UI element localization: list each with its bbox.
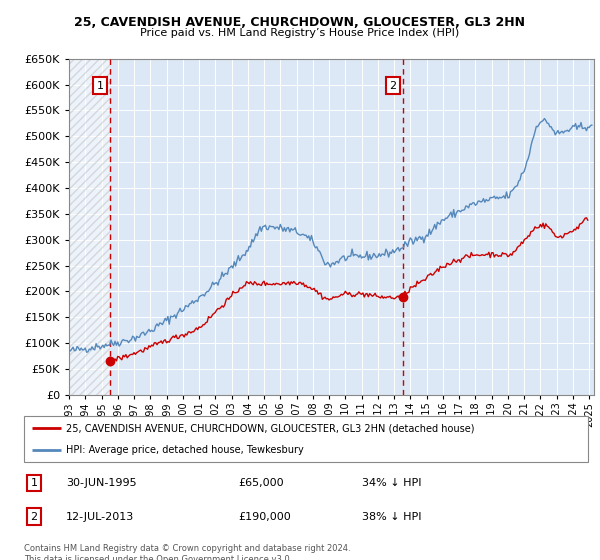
Text: Contains HM Land Registry data © Crown copyright and database right 2024.
This d: Contains HM Land Registry data © Crown c… xyxy=(24,544,350,560)
Text: 38% ↓ HPI: 38% ↓ HPI xyxy=(362,512,422,521)
FancyBboxPatch shape xyxy=(24,416,588,462)
Text: HPI: Average price, detached house, Tewkesbury: HPI: Average price, detached house, Tewk… xyxy=(66,445,304,455)
Text: £190,000: £190,000 xyxy=(238,512,291,521)
Text: 2: 2 xyxy=(31,512,38,521)
Text: 30-JUN-1995: 30-JUN-1995 xyxy=(66,478,137,488)
Text: 25, CAVENDISH AVENUE, CHURCHDOWN, GLOUCESTER, GL3 2HN: 25, CAVENDISH AVENUE, CHURCHDOWN, GLOUCE… xyxy=(74,16,526,29)
Text: 12-JUL-2013: 12-JUL-2013 xyxy=(66,512,134,521)
Text: 25, CAVENDISH AVENUE, CHURCHDOWN, GLOUCESTER, GL3 2HN (detached house): 25, CAVENDISH AVENUE, CHURCHDOWN, GLOUCE… xyxy=(66,423,475,433)
Text: 1: 1 xyxy=(97,81,103,91)
Text: 2: 2 xyxy=(389,81,397,91)
Text: 34% ↓ HPI: 34% ↓ HPI xyxy=(362,478,422,488)
Text: 1: 1 xyxy=(31,478,38,488)
Bar xyxy=(69,59,110,395)
Text: Price paid vs. HM Land Registry’s House Price Index (HPI): Price paid vs. HM Land Registry’s House … xyxy=(140,28,460,38)
Text: £65,000: £65,000 xyxy=(238,478,284,488)
